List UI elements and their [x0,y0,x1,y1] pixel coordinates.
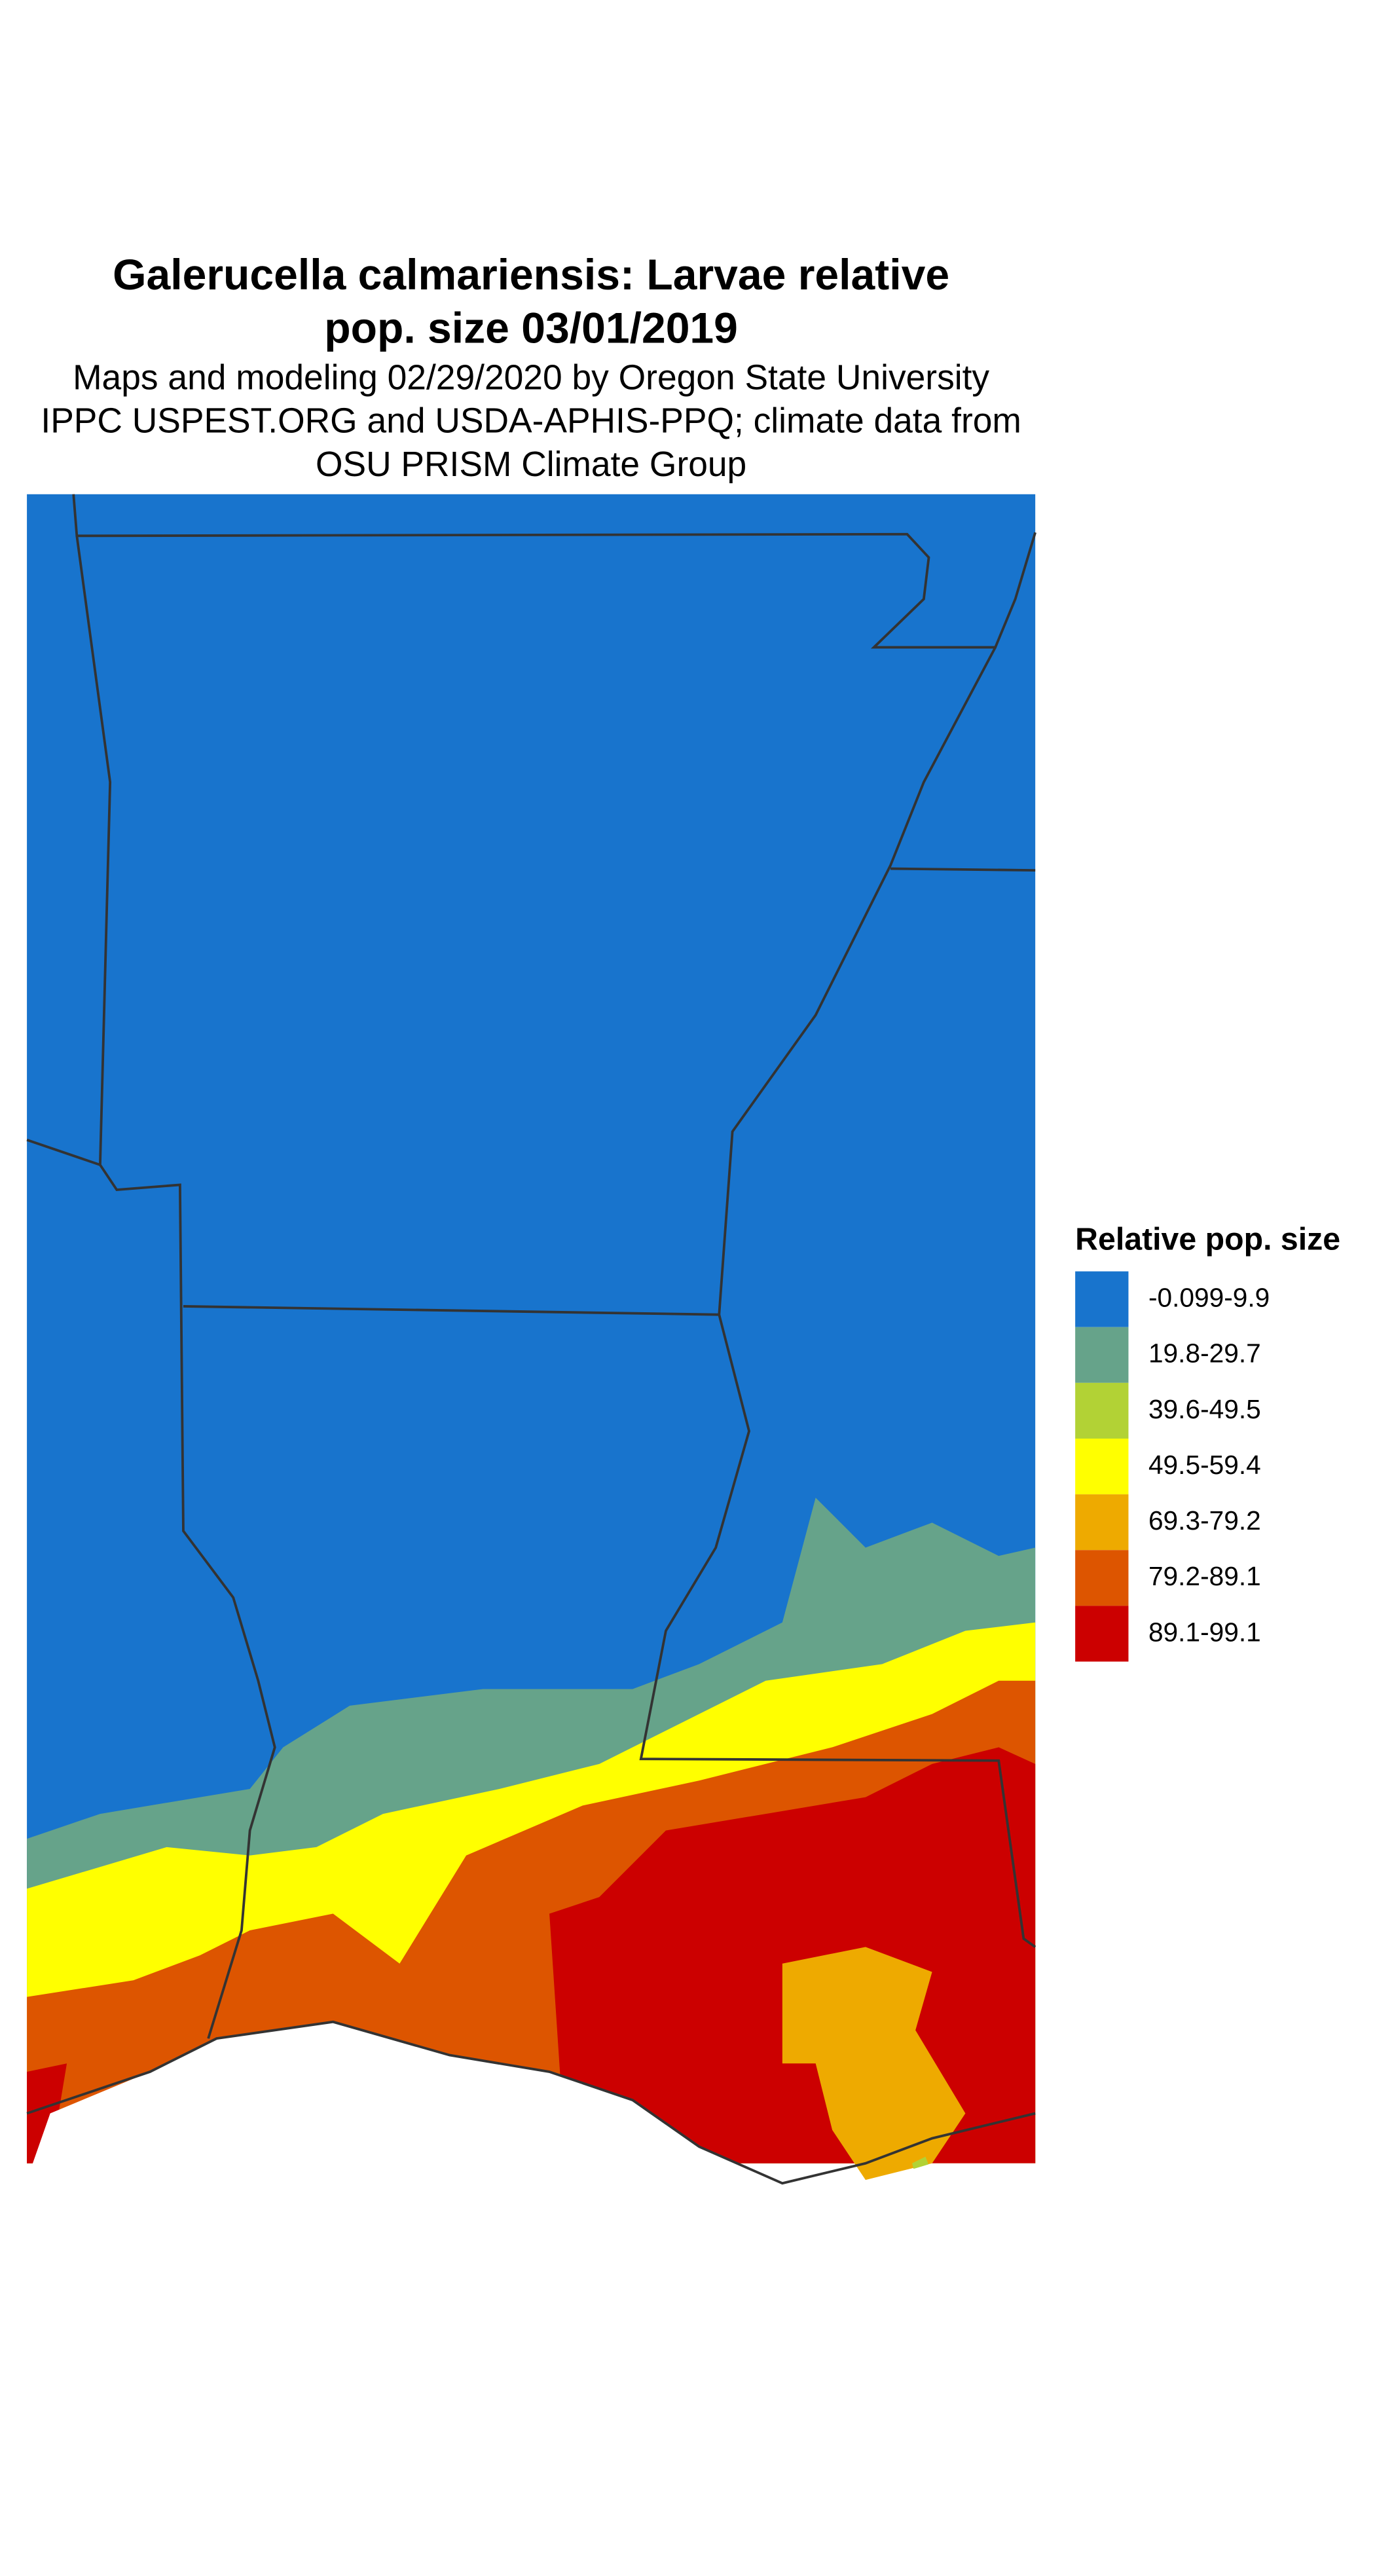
legend-label: 49.5-59.4 [1148,1450,1261,1480]
legend-label: 19.8-29.7 [1148,1338,1261,1369]
legend-swatch [1075,1382,1129,1439]
legend-swatch [1075,1494,1129,1551]
legend-label: 79.2-89.1 [1148,1561,1261,1591]
gulf-water [27,2021,1036,2576]
legend-label: 39.6-49.5 [1148,1394,1261,1424]
title-line: pop. size 03/01/2019 [324,304,738,353]
state-border [639,646,1036,1948]
legend-swatch [1075,1550,1129,1606]
coastline [26,2020,1036,2185]
state-border [26,1139,101,1166]
legend-label: 89.1-99.1 [1148,1617,1261,1647]
legend-swatch [1075,1438,1129,1495]
legend-label: -0.099-9.9 [1148,1283,1270,1313]
map-region [782,1947,966,2180]
map-region [27,2063,67,2163]
state-border [890,867,1036,872]
title-line: Galerucella calmariensis: Larvae relativ… [113,251,949,299]
map [26,494,1036,2576]
subtitle-line: IPPC USPEST.ORG and USDA-APHIS-PPQ; clim… [41,402,1021,441]
legend-title: Relative pop. size [1075,1222,1340,1257]
legend-swatch [1075,1271,1129,1327]
state-border [183,1305,720,1316]
subtitle-line: OSU PRISM Climate Group [316,445,746,484]
legend-swatch [1075,1327,1129,1383]
legend: -0.099-9.9 19.8-29.7 39.6-49.5 49.5-59.4 69.… [1075,1271,1270,1662]
state-border [75,536,276,2039]
subtitle-line: Maps and modeling 02/29/2020 by Oregon S… [73,359,989,397]
legend-swatch [1075,1606,1129,1662]
state-border [72,494,1036,649]
legend-label: 69.3-79.2 [1148,1505,1261,1536]
